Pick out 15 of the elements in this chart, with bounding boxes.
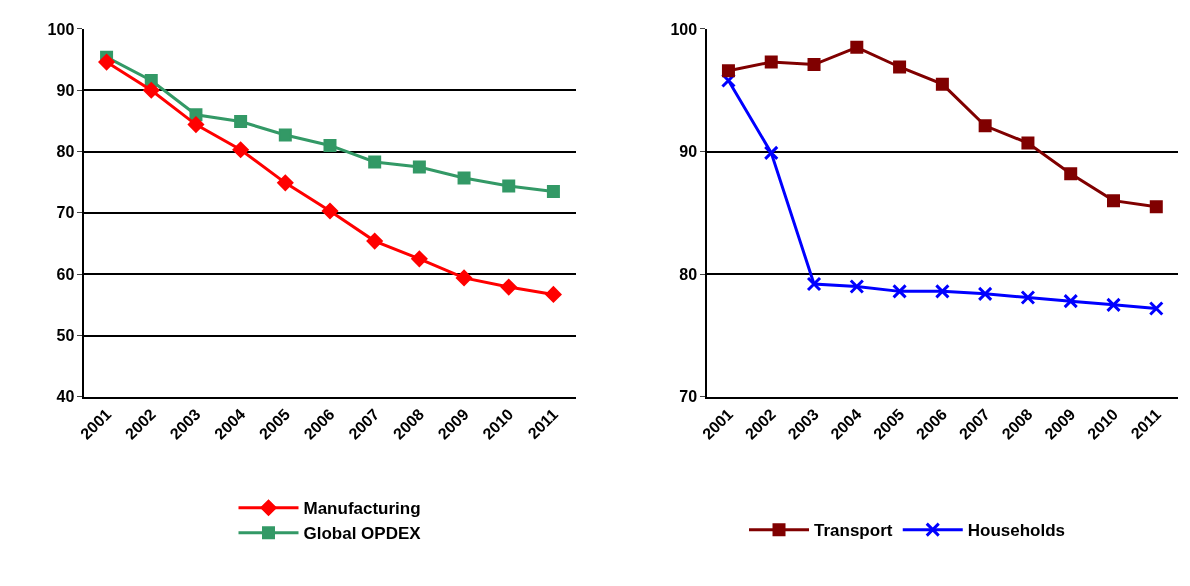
legend-label: Transport [814, 521, 893, 541]
y-tick-label: 70 [56, 204, 75, 222]
y-tick-label: 80 [56, 143, 75, 161]
legend-label: Households [967, 521, 1066, 541]
legend-label: Global OPDEX [303, 524, 422, 544]
y-tick-label: 100 [47, 20, 75, 38]
y-tick-label: 70 [679, 388, 698, 406]
y-tick-label: 90 [56, 81, 75, 99]
y-tick-label: 60 [56, 265, 75, 283]
y-tick-label: 90 [679, 143, 698, 161]
y-tick-label: 100 [670, 20, 698, 38]
y-tick-label: 50 [56, 327, 75, 345]
y-tick-label: 40 [56, 388, 75, 406]
y-tick-label: 80 [679, 265, 698, 283]
legend-label: Manufacturing [303, 499, 421, 519]
